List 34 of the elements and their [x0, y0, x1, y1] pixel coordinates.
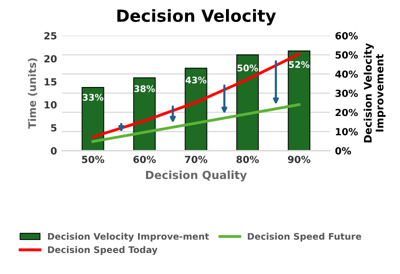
bar [288, 50, 310, 151]
line-series [92, 103, 300, 143]
data-label: 52% [288, 61, 310, 68]
data-label: 43% [186, 76, 207, 84]
y-tick-label: 20 [44, 55, 57, 62]
legend-label: Decision Velocity Improve-ment [48, 232, 209, 242]
y2-tick-label: 60% [335, 32, 358, 40]
y-tick-label: 5 [51, 124, 56, 132]
y-axis-title: Time (units) [28, 58, 38, 129]
bar [82, 86, 104, 151]
y2-tick-label: 10% [336, 128, 358, 136]
x-tick-label: 80% [236, 156, 259, 164]
data-label: 38% [134, 85, 155, 92]
y-tick-label: 0 [50, 147, 57, 155]
x-axis-title: Decision Quality [146, 170, 247, 182]
x-tick-label: 60% [133, 156, 156, 164]
y2-tick-label: 40% [335, 70, 358, 78]
y2-tick-label: 20% [336, 108, 358, 116]
y-tick-label: 25 [44, 32, 56, 40]
legend-label: Decision Speed Today [48, 246, 158, 255]
data-label: 50% [237, 64, 258, 72]
y2-tick-label: 50% [336, 51, 358, 59]
x-tick-label: 50% [82, 156, 104, 164]
data-label: 33% [82, 94, 104, 101]
y2-tick-label: 0% [335, 147, 352, 155]
x-tick-label: 70% [185, 156, 208, 164]
chart-title: Decision Velocity [117, 9, 276, 26]
y2-tick-label: 30% [336, 90, 358, 97]
legend-label: Decision Speed Future [248, 232, 362, 242]
y-tick-label: 15 [44, 78, 56, 86]
y-tick-label: 10 [44, 101, 57, 108]
y2-axis-title: Decision Velocity Improvement [364, 43, 386, 142]
x-tick-label: 90% [288, 156, 310, 164]
bar [236, 54, 259, 151]
